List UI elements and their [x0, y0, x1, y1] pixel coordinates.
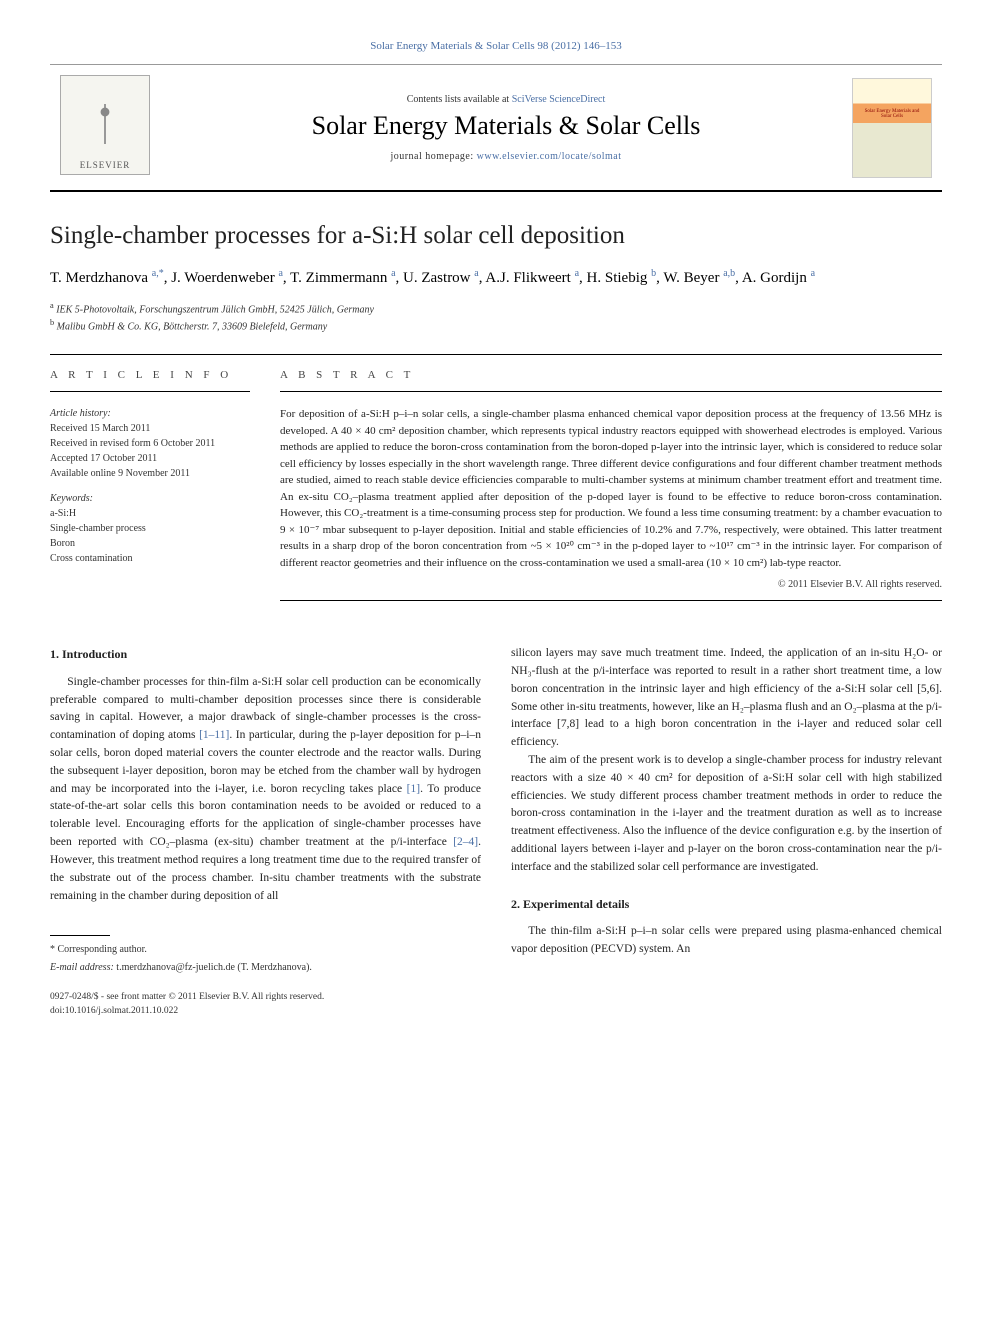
keywords-label: Keywords: [50, 491, 250, 506]
journal-name: Solar Energy Materials & Solar Cells [160, 111, 852, 141]
article-title: Single-chamber processes for a-Si:H sola… [50, 222, 942, 250]
email-label: E-mail address: [50, 962, 116, 973]
contents-prefix: Contents lists available at [407, 94, 512, 105]
cover-label: Solar Energy Materials and Solar Cells [857, 107, 927, 121]
body-column-left: 1. Introduction Single-chamber processes… [50, 645, 481, 1018]
section-divider [50, 354, 942, 355]
elsevier-logo-text: ELSEVIER [61, 160, 149, 170]
section-heading-1: 1. Introduction [50, 645, 481, 664]
keywords-list: a-Si:HSingle-chamber processBoronCross c… [50, 506, 250, 566]
body-columns: 1. Introduction Single-chamber processes… [50, 645, 942, 1018]
journal-cover-thumbnail: Solar Energy Materials and Solar Cells [852, 78, 932, 178]
revised-date: Received in revised form 6 October 2011 [50, 438, 215, 449]
affiliations: a IEK 5-Photovoltaik, Forschungszentrum … [50, 300, 942, 335]
article-history: Article history: Received 15 March 2011 … [50, 406, 250, 481]
exp-paragraph-1: The thin-film a-Si:H p–i–n solar cells w… [511, 923, 942, 959]
received-date: Received 15 March 2011 [50, 423, 150, 434]
article-info-label: A R T I C L E I N F O [50, 369, 250, 381]
online-date: Available online 9 November 2011 [50, 468, 190, 479]
history-label: Article history: [50, 408, 111, 419]
contents-line: Contents lists available at SciVerse Sci… [160, 94, 852, 105]
info-abstract-row: A R T I C L E I N F O Article history: R… [50, 369, 942, 615]
doi-line: doi:10.1016/j.solmat.2011.10.022 [50, 1005, 481, 1018]
sciencedirect-link[interactable]: SciVerse ScienceDirect [512, 94, 606, 105]
abstract-copyright: © 2011 Elsevier B.V. All rights reserved… [280, 579, 942, 590]
abstract-column: A B S T R A C T For deposition of a-Si:H… [280, 369, 942, 615]
masthead-center: Contents lists available at SciVerse Sci… [160, 94, 852, 162]
accepted-date: Accepted 17 October 2011 [50, 453, 157, 464]
citation-link[interactable]: Solar Energy Materials & Solar Cells 98 … [370, 40, 622, 52]
corresponding-author: * Corresponding author. [50, 942, 481, 958]
email-address[interactable]: t.merdzhanova@fz-juelich.de (T. Merdzhan… [116, 962, 312, 973]
body-column-right: silicon layers may save much treatment t… [511, 645, 942, 1018]
corresponding-email: E-mail address: t.merdzhanova@fz-juelich… [50, 960, 481, 976]
masthead: ELSEVIER Contents lists available at Sci… [50, 64, 942, 192]
article-info-column: A R T I C L E I N F O Article history: R… [50, 369, 250, 615]
cover-thumbnail-block: Solar Energy Materials and Solar Cells [852, 78, 942, 178]
abstract-text: For deposition of a-Si:H p–i–n solar cel… [280, 406, 942, 571]
footer-block: * Corresponding author. E-mail address: … [50, 935, 481, 1018]
abstract-end-divider [280, 600, 942, 601]
keywords-block: Keywords: a-Si:HSingle-chamber processBo… [50, 491, 250, 566]
elsevier-logo: ELSEVIER [60, 75, 150, 175]
homepage-line: journal homepage: www.elsevier.com/locat… [160, 151, 852, 162]
issn-line: 0927-0248/$ - see front matter © 2011 El… [50, 991, 481, 1004]
info-divider [50, 391, 250, 392]
intro-paragraph-3: The aim of the present work is to develo… [511, 752, 942, 877]
intro-paragraph-2: silicon layers may save much treatment t… [511, 645, 942, 752]
abstract-label: A B S T R A C T [280, 369, 942, 381]
footer-divider [50, 935, 110, 936]
header-citation: Solar Energy Materials & Solar Cells 98 … [50, 40, 942, 52]
publisher-logo-block: ELSEVIER [50, 75, 160, 180]
abstract-divider [280, 391, 942, 392]
intro-paragraph-1: Single-chamber processes for thin-film a… [50, 674, 481, 906]
section-heading-2: 2. Experimental details [511, 895, 942, 914]
elsevier-tree-icon [75, 84, 135, 144]
homepage-link[interactable]: www.elsevier.com/locate/solmat [477, 151, 622, 162]
doi-block: 0927-0248/$ - see front matter © 2011 El… [50, 991, 481, 1018]
author-list: T. Merdzhanova a,*, J. Woerdenweber a, T… [50, 266, 942, 290]
homepage-prefix: journal homepage: [390, 151, 476, 162]
